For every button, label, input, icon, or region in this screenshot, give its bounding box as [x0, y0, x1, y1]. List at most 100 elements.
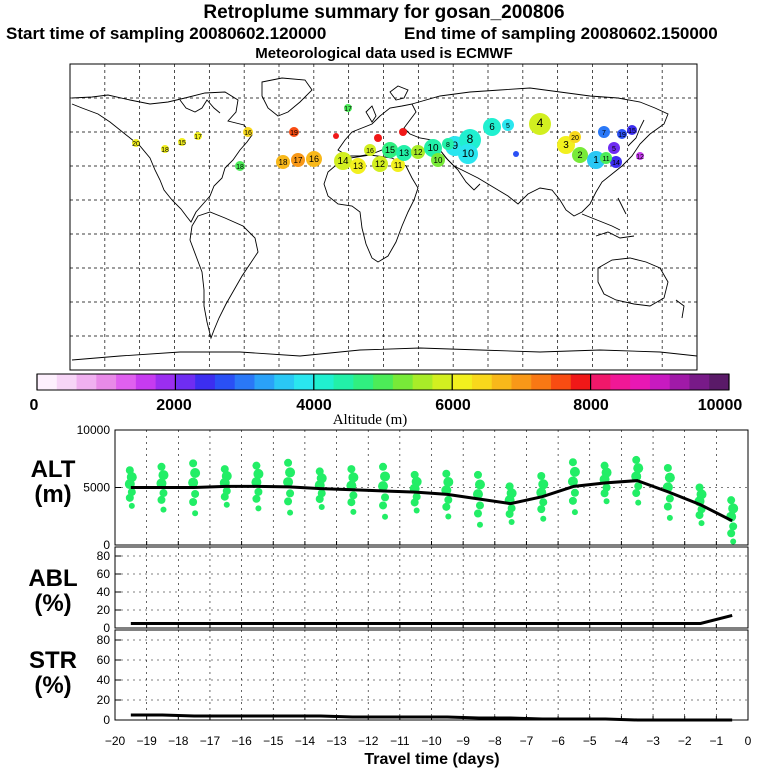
- altitude-scatter-point: [189, 459, 198, 468]
- altitude-scatter-point: [476, 521, 483, 528]
- altitude-scatter-point: [602, 483, 611, 492]
- plume-marker: [132, 139, 140, 147]
- colorbar-swatch: [511, 374, 532, 390]
- plume-marker-label: 19: [618, 132, 626, 139]
- altitude-scatter-point: [255, 505, 262, 512]
- alt-label-unit: (m): [34, 481, 72, 508]
- start-time-label: Start time of sampling 20080602.120000: [6, 24, 327, 43]
- altitude-scatter-point: [316, 473, 327, 484]
- plume-marker: [610, 156, 622, 168]
- altitude-scatter-point: [348, 472, 359, 483]
- colorbar-swatch: [491, 374, 513, 390]
- series-line-abl: [130, 613, 733, 625]
- colorbar-swatch: [96, 374, 117, 390]
- colorbar-tick-labels: 0 2000 4000 6000 8000 10000 Altitude (m): [30, 397, 743, 428]
- plume-marker: [333, 133, 339, 139]
- plume-marker: [569, 131, 581, 143]
- altitude-scatter-point: [443, 476, 454, 487]
- altitude-scatter-point: [126, 472, 137, 483]
- altitude-scatter-point: [252, 494, 261, 503]
- altitude-scatter-point: [160, 506, 167, 513]
- altitude-scatter-point: [567, 476, 578, 487]
- plume-marker-label: 20: [571, 135, 579, 142]
- plume-marker: [364, 144, 376, 156]
- plume-marker-label: 4: [537, 116, 544, 130]
- plume-marker-label: 1: [593, 155, 599, 166]
- plume-marker: [529, 113, 551, 135]
- plume-marker: [178, 138, 186, 146]
- colorbar-tick: 6000: [435, 397, 471, 414]
- altitude-scatter-point: [284, 497, 293, 506]
- altitude-scatter-point: [156, 478, 167, 489]
- plume-marker: [161, 145, 169, 153]
- x-tick-label: −13: [326, 734, 347, 748]
- x-tick-label: −10: [421, 734, 442, 748]
- plume-marker: [483, 118, 501, 136]
- plume-marker: [513, 151, 519, 157]
- altitude-scatter-point: [223, 501, 230, 508]
- altitude-scatter-point: [442, 502, 451, 511]
- plume-marker-label: 13: [353, 161, 363, 171]
- plume-marker-label: 5: [506, 123, 510, 130]
- altitude-scatter-point: [472, 489, 483, 500]
- plume-marker: [374, 134, 382, 142]
- altitude-scatter-point: [632, 455, 641, 464]
- altitude-scatter-point: [283, 477, 294, 488]
- altitude-scatter-point: [157, 495, 166, 504]
- altitude-scatter-point: [538, 479, 549, 490]
- plume-marker-label: 12: [636, 154, 644, 161]
- plume-marker-label: 6: [489, 122, 495, 133]
- altitude-scatter-point: [663, 502, 672, 511]
- altitude-scatter-point: [158, 470, 169, 481]
- colorbar-swatch: [37, 374, 58, 390]
- plume-marker-label: 14: [612, 160, 620, 167]
- abl-label-unit: (%): [34, 590, 72, 617]
- altitude-scatter-point: [537, 472, 546, 480]
- plume-marker: [617, 129, 627, 139]
- colorbar-swatch: [373, 374, 394, 390]
- colorbar-swatch: [610, 374, 631, 390]
- plume-marker: [243, 127, 253, 137]
- altitude-scatter-point: [222, 486, 231, 495]
- colorbar-tick: 0: [30, 397, 39, 414]
- colorbar-tick: 4000: [296, 397, 332, 414]
- altitude-scatter-point: [413, 507, 420, 514]
- altitude-scatter-point: [632, 489, 641, 498]
- colorbar-swatch: [274, 374, 295, 390]
- altitude-scatter-point: [284, 458, 293, 467]
- plume-marker-label: 15: [385, 145, 395, 155]
- plume-marker-label: 11: [394, 161, 403, 170]
- colorbar-swatch: [689, 374, 710, 390]
- x-tick-label: −16: [231, 734, 252, 748]
- plume-marker: [350, 158, 366, 174]
- altitude-scatter-point: [188, 477, 199, 488]
- plume-marker-label: 3: [563, 140, 569, 151]
- altitude-scatter-point: [507, 504, 516, 513]
- plume-marker: [608, 142, 620, 154]
- plume-marker: [458, 144, 478, 164]
- abl-label-name: ABL: [28, 565, 78, 592]
- str-panel-label: STR (%): [13, 648, 93, 698]
- plume-marker-label: 17: [344, 106, 352, 113]
- altitude-scatter-point: [317, 489, 326, 498]
- y-tick-label: 80: [97, 633, 111, 647]
- colorbar-swatch: [135, 374, 157, 390]
- series-line-alt: [130, 479, 733, 523]
- altitude-scatter-point: [379, 462, 388, 471]
- colorbar-swatch: [116, 374, 137, 390]
- altitude-scatter-point: [254, 487, 263, 496]
- y-tick-label: 0: [103, 538, 110, 552]
- altitude-scatter-point: [318, 504, 325, 511]
- y-tick-label: 60: [97, 653, 111, 667]
- plume-marker-label: 15: [178, 140, 186, 147]
- x-tick-label: −15: [263, 734, 284, 748]
- y-tick-label: 60: [97, 567, 111, 581]
- colorbar-swatch: [214, 374, 236, 390]
- plume-marker-label: 8: [446, 142, 450, 149]
- y-tick-label: 0: [103, 713, 110, 727]
- plume-marker: [502, 119, 514, 131]
- altitude-scatter-point: [727, 529, 736, 538]
- colorbar-swatch: [195, 374, 216, 390]
